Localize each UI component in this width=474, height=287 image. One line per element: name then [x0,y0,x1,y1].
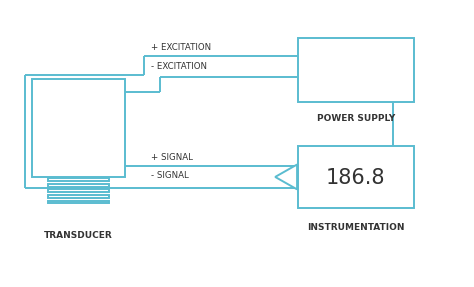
Bar [298,38,414,102]
Text: - SIGNAL: - SIGNAL [151,171,189,180]
Text: INSTRUMENTATION: INSTRUMENTATION [307,223,404,232]
Text: POWER SUPPLY: POWER SUPPLY [317,114,395,123]
Bar [48,201,109,203]
Text: - EXCITATION: - EXCITATION [151,62,207,71]
Text: + EXCITATION: + EXCITATION [151,43,211,52]
Bar [48,184,109,187]
Bar [48,189,109,192]
Text: + SIGNAL: + SIGNAL [151,153,193,162]
Bar [48,178,109,181]
Polygon shape [275,164,297,189]
Bar [48,195,109,198]
Bar [298,146,414,208]
Text: 186.8: 186.8 [326,168,385,188]
Bar [32,79,125,177]
Text: TRANSDUCER: TRANSDUCER [44,231,113,240]
